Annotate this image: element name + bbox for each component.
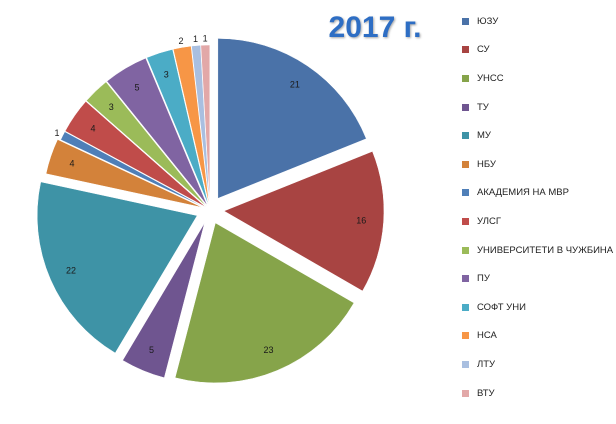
data-label-1: 21 bbox=[290, 79, 300, 89]
data-label-6: 4 bbox=[69, 158, 74, 168]
legend-entry-13: ЛТУ bbox=[462, 350, 612, 379]
pie-slice-5 bbox=[36, 181, 198, 354]
data-label-5: 22 bbox=[66, 266, 76, 276]
pie-slice-12 bbox=[172, 45, 210, 206]
legend-swatch bbox=[462, 217, 469, 225]
legend-label: ПУ bbox=[477, 273, 490, 285]
legend-swatch bbox=[462, 332, 469, 340]
legend-label: НБУ bbox=[477, 158, 496, 170]
pie-slice-8 bbox=[64, 101, 207, 208]
legend-label: ТУ bbox=[477, 101, 489, 113]
legend-swatch bbox=[462, 160, 469, 168]
legend-entry-5: МУ bbox=[462, 121, 612, 150]
data-label-11: 3 bbox=[164, 69, 169, 79]
legend-swatch bbox=[462, 275, 469, 283]
pie-slice-1 bbox=[217, 38, 367, 199]
pie-slice-7 bbox=[60, 131, 206, 208]
legend-entry-10: ПУ bbox=[462, 264, 612, 293]
legend-entry-12: НСА bbox=[462, 322, 612, 351]
data-label-10: 5 bbox=[134, 83, 139, 93]
legend-entry-1: ЮЗУ bbox=[462, 7, 612, 36]
legend-label: УНСС bbox=[477, 72, 504, 84]
legend-label: ЮЗУ bbox=[477, 15, 499, 27]
data-label-14: 1 bbox=[203, 34, 208, 44]
legend: ЮЗУ СУ УНСС ТУ МУ НБУ АКАДЕМИЯ НА МВР УЛСГ УНИВЕ… bbox=[462, 7, 614, 408]
legend-swatch bbox=[462, 17, 469, 25]
pie-slice-6 bbox=[45, 139, 203, 208]
legend-entry-2: СУ bbox=[462, 36, 612, 65]
legend-label: АКАДЕМИЯ НА МВР bbox=[477, 187, 569, 199]
data-label-9: 3 bbox=[109, 102, 114, 112]
legend-label: ЛТУ bbox=[477, 358, 496, 370]
legend-swatch bbox=[462, 74, 469, 82]
data-label-2: 16 bbox=[356, 216, 366, 226]
legend-entry-6: НБУ bbox=[462, 150, 612, 179]
pie-slice-14 bbox=[200, 44, 211, 206]
legend-swatch bbox=[462, 132, 469, 140]
pie-slice-10 bbox=[106, 57, 208, 206]
legend-label: МУ bbox=[477, 130, 491, 142]
legend-entry-14: ВТУ bbox=[462, 379, 612, 408]
legend-swatch bbox=[462, 360, 469, 368]
legend-label: УНИВЕРСИТЕТИ В ЧУЖБИНА bbox=[477, 244, 614, 256]
legend-label: ВТУ bbox=[477, 387, 495, 399]
legend-label: УЛСГ bbox=[477, 215, 501, 227]
pie-slice-11 bbox=[146, 49, 209, 206]
data-label-13: 1 bbox=[193, 34, 198, 44]
data-label-8: 4 bbox=[90, 124, 95, 134]
legend-label: НСА bbox=[477, 330, 497, 342]
legend-entry-7: АКАДЕМИЯ НА МВР bbox=[462, 179, 612, 208]
legend-entry-9: УНИВЕРСИТЕТИ В ЧУЖБИНА bbox=[462, 236, 614, 265]
data-label-12: 2 bbox=[178, 36, 183, 46]
legend-label: СУ bbox=[477, 44, 490, 56]
data-label-7: 1 bbox=[54, 128, 59, 138]
pie-slice-9 bbox=[86, 81, 207, 207]
data-label-3: 23 bbox=[263, 345, 273, 355]
legend-swatch bbox=[462, 103, 469, 111]
pie-slice-4 bbox=[122, 222, 205, 379]
legend-swatch bbox=[462, 389, 469, 397]
legend-swatch bbox=[462, 46, 469, 54]
legend-label: СОФТ УНИ bbox=[477, 301, 526, 313]
legend-entry-11: СОФТ УНИ bbox=[462, 293, 612, 322]
legend-entry-3: УНСС bbox=[462, 64, 612, 93]
pie-slice-2 bbox=[223, 151, 385, 292]
pie-slice-13 bbox=[191, 45, 210, 206]
legend-swatch bbox=[462, 189, 469, 197]
pie-slice-3 bbox=[174, 222, 355, 384]
legend-swatch bbox=[462, 303, 469, 311]
legend-swatch bbox=[462, 246, 469, 254]
legend-entry-8: УЛСГ bbox=[462, 207, 612, 236]
chart-title: 2017 г. bbox=[328, 11, 422, 44]
legend-entry-4: ТУ bbox=[462, 93, 612, 122]
data-label-4: 5 bbox=[149, 345, 154, 355]
